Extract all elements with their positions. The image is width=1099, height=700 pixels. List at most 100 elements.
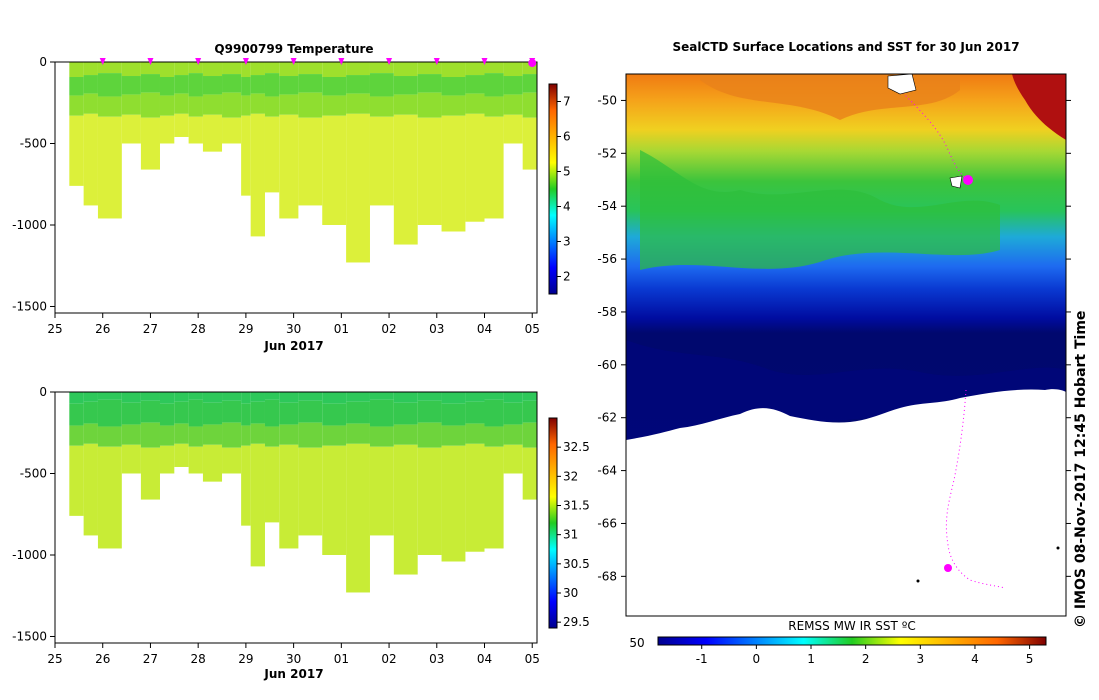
section-cell	[174, 392, 189, 402]
section-cell	[97, 96, 122, 117]
section-cell	[222, 117, 242, 144]
temperature-x-sublabel: Jun 2017	[263, 339, 323, 353]
section-cell	[140, 62, 160, 75]
section-cell	[83, 423, 98, 444]
map-y-tick-label: -52	[597, 146, 617, 160]
section-cell	[188, 446, 203, 474]
section-cell	[188, 392, 203, 400]
sst-colorbar-tick-label: 2	[862, 652, 870, 666]
section-cell	[121, 114, 141, 144]
section-cell	[202, 94, 223, 115]
section-cell	[159, 425, 175, 446]
section-cell	[346, 113, 370, 263]
section-cell	[174, 401, 189, 424]
profile-marker	[290, 58, 297, 65]
sst-map-frame	[625, 73, 1067, 617]
section-cell	[279, 392, 299, 403]
section-cell	[441, 403, 466, 426]
section-cell	[346, 75, 370, 94]
section-cell	[202, 62, 223, 77]
section-cell	[369, 426, 394, 447]
section-cell	[222, 392, 242, 401]
section-cell	[69, 425, 84, 446]
x-tick-label: 05	[525, 322, 540, 336]
section-cell	[97, 62, 122, 74]
y-tick-label: -1500	[12, 299, 47, 313]
section-cell	[322, 425, 347, 446]
section-cell	[69, 445, 84, 516]
section-cell	[503, 94, 523, 115]
section-cell	[484, 446, 504, 549]
section-cell	[298, 62, 323, 75]
section-cell	[140, 92, 160, 118]
profile-marker	[195, 58, 202, 65]
x-tick-label: 30	[286, 652, 301, 666]
section-cell	[484, 73, 504, 97]
sst-colorbar-left-value: 50	[629, 636, 644, 650]
profile-markers	[99, 58, 537, 67]
section-cell	[484, 62, 504, 74]
section-cell	[369, 116, 394, 206]
section-cell	[279, 114, 299, 219]
salinity-colorbar	[548, 417, 558, 629]
section-cell	[97, 399, 122, 427]
sst-colorbar-unit: ºC	[902, 619, 916, 633]
profile-marker	[386, 58, 393, 65]
section-cell	[346, 392, 370, 402]
section-cell	[503, 392, 523, 403]
section-cell	[369, 399, 394, 427]
temperature-title: Q9900799 Temperature	[214, 42, 373, 56]
section-cell	[465, 62, 485, 76]
section-cell	[369, 96, 394, 117]
section-cell	[241, 403, 251, 426]
section-cell	[188, 399, 203, 427]
section-cell	[140, 400, 160, 423]
x-tick-label: 28	[191, 322, 206, 336]
section-cell	[465, 75, 485, 94]
section-cell	[121, 402, 141, 425]
section-cell	[322, 403, 347, 426]
section-cell	[121, 392, 141, 403]
section-cell	[298, 117, 323, 206]
x-tick-label: 25	[47, 652, 62, 666]
profile-marker	[242, 58, 249, 65]
section-cell	[222, 400, 242, 423]
section-cell	[503, 402, 523, 425]
section-cell	[202, 76, 223, 95]
section-cell	[346, 401, 370, 424]
colorbar-tick-label: 3	[563, 235, 571, 249]
profile-marker	[147, 58, 154, 65]
section-cell	[202, 392, 223, 403]
section-cell	[522, 74, 537, 93]
section-cell	[241, 95, 251, 116]
section-cell	[484, 96, 504, 117]
colorbar-tick-label: 5	[563, 165, 571, 179]
x-tick-label: 03	[429, 652, 444, 666]
section-cell	[522, 422, 537, 448]
salinity-section-cells	[69, 392, 537, 593]
section-cell	[250, 62, 265, 76]
section-cell	[279, 94, 299, 115]
section-cell	[484, 392, 504, 400]
section-cell	[264, 73, 280, 97]
x-tick-label: 26	[95, 322, 110, 336]
section-cell	[393, 444, 418, 575]
map-y-tick-label: -66	[597, 516, 617, 530]
temperature-y-axis: 0 -500 -1000 -1500	[12, 55, 55, 313]
temperature-x-axis: 25 26 27 28 29 30 01 02 03 04 05	[47, 313, 540, 336]
sst-colorbar-tick-label: 5	[1026, 652, 1034, 666]
colorbar-tick-label: 31.5	[563, 499, 590, 513]
section-cell	[322, 76, 347, 96]
section-cell	[279, 444, 299, 549]
section-cell	[465, 423, 485, 444]
section-cell	[393, 62, 418, 77]
section-cell	[69, 95, 84, 116]
section-cell	[83, 392, 98, 402]
section-cell	[441, 76, 466, 96]
map-y-tick-label: -60	[597, 358, 617, 372]
salinity-panel: 0 -500 -1000 -1500 25 26 27 28 29 30 01 02 03 04 05 J…	[12, 385, 590, 681]
section-cell	[202, 444, 223, 482]
section-cell	[279, 402, 299, 425]
temperature-colorbar	[548, 83, 558, 295]
section-cell	[121, 76, 141, 95]
